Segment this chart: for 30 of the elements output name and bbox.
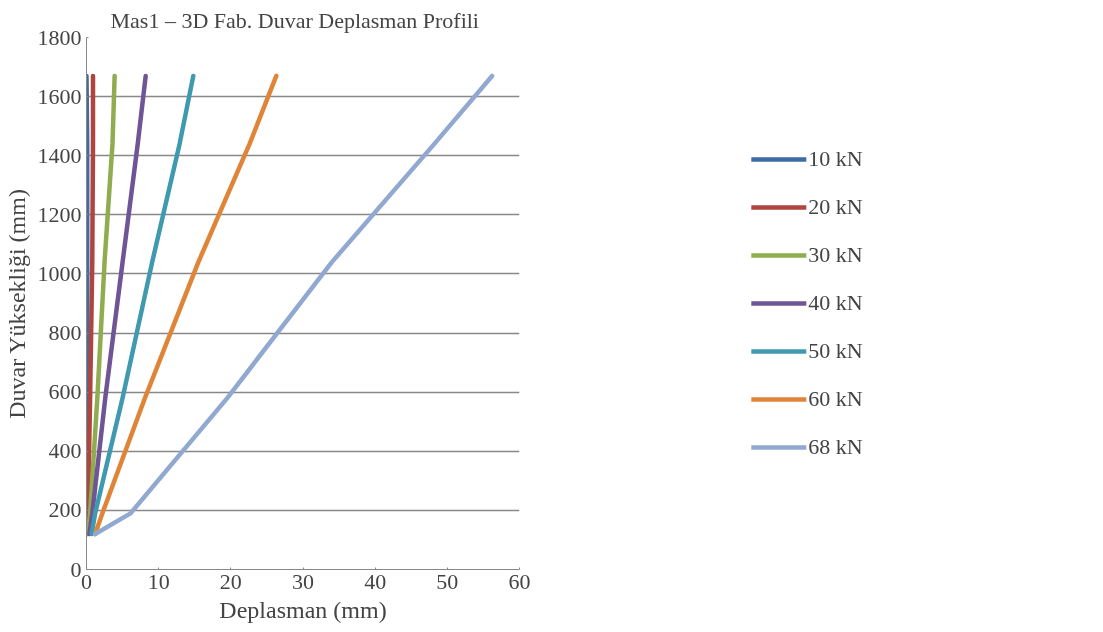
line-series bbox=[92, 73, 279, 537]
legend-label: 68 kN bbox=[808, 434, 863, 460]
x-tick-label: 40 bbox=[364, 568, 387, 594]
legend-label: 10 kN bbox=[808, 146, 863, 172]
y-tick-label: 1600 bbox=[37, 83, 82, 109]
x-tick-label: 30 bbox=[292, 568, 314, 594]
y-axis-title: Duvar Yüksekliği (mm) bbox=[3, 189, 30, 419]
x-tick-label: 20 bbox=[219, 568, 242, 594]
y-tick-label: 1200 bbox=[37, 201, 82, 227]
line-series bbox=[86, 73, 117, 537]
legend-label: 20 kN bbox=[808, 194, 863, 220]
x-axis-title: Deplasman (mm) bbox=[219, 596, 387, 623]
legend-label: 30 kN bbox=[808, 242, 863, 268]
x-tick-label: 60 bbox=[508, 568, 531, 594]
chart-title: Mas1 – 3D Fab. Duvar Deplasman Profili bbox=[110, 7, 479, 33]
legend-label: 50 kN bbox=[808, 338, 863, 364]
x-tick-label: 50 bbox=[436, 568, 459, 594]
y-tick-label: 600 bbox=[48, 379, 82, 405]
y-tick-label: 1000 bbox=[37, 260, 82, 286]
y-tick-label: 400 bbox=[48, 438, 82, 464]
line-series bbox=[87, 73, 148, 537]
y-tick-label: 1800 bbox=[37, 24, 82, 50]
y-tick-label: 200 bbox=[48, 497, 82, 523]
x-tick-label: 10 bbox=[147, 568, 170, 594]
legend-label: 60 kN bbox=[808, 386, 863, 412]
line-series bbox=[89, 73, 196, 537]
y-tick-label: 1400 bbox=[37, 142, 82, 168]
line-series bbox=[92, 73, 495, 537]
legend-label: 40 kN bbox=[808, 290, 863, 316]
y-tick-label: 800 bbox=[48, 320, 82, 346]
